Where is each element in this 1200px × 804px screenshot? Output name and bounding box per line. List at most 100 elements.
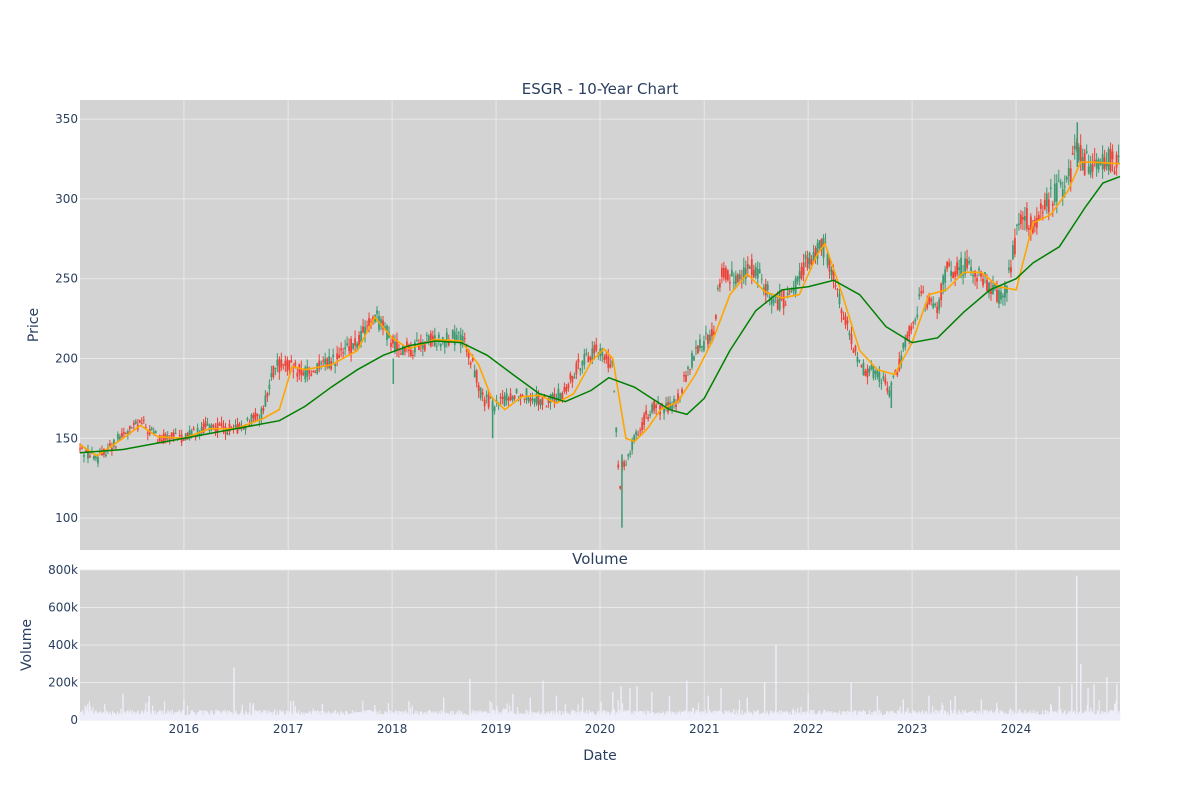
volume-bar: [79, 711, 81, 720]
volume-bar: [548, 713, 550, 720]
volume-bar: [936, 710, 938, 720]
candle-down: [1091, 163, 1094, 172]
volume-bar: [644, 714, 647, 720]
volume-bar: [460, 711, 462, 720]
volume-bar: [220, 712, 222, 720]
volume-bar: [388, 710, 390, 720]
candle-up: [1006, 286, 1008, 294]
volume-bar: [310, 713, 312, 720]
candle-up: [734, 275, 737, 284]
candle-down: [168, 438, 171, 440]
candle-down: [220, 422, 223, 427]
volume-bar: [733, 714, 736, 720]
volume-bar: [736, 713, 738, 720]
volume-bar: [757, 710, 759, 720]
volume-bar: [230, 712, 232, 720]
volume-bar: [275, 714, 278, 720]
candle-down: [780, 298, 783, 300]
volume-bar: [683, 711, 685, 720]
volume-bar: [658, 712, 660, 720]
volume-bar: [319, 711, 321, 720]
volume-bar: [759, 713, 761, 720]
volume-bar: [848, 711, 850, 720]
candle-up: [960, 257, 962, 277]
volume-bar: [790, 714, 792, 720]
candle-down: [948, 262, 951, 266]
volume-bar: [425, 715, 427, 720]
volume-bar: [1098, 700, 1100, 720]
volume-bar: [1011, 710, 1013, 720]
candle-up: [346, 343, 349, 346]
volume-bar: [288, 711, 290, 720]
candle-down: [109, 443, 111, 446]
volume-bar: [286, 710, 288, 720]
volume-bar: [336, 713, 338, 720]
candle-down: [828, 257, 831, 272]
volume-bar: [779, 710, 781, 720]
volume-bar: [325, 715, 327, 720]
volume-bar: [1102, 713, 1105, 720]
volume-bar: [161, 711, 163, 720]
candle-down: [926, 304, 929, 308]
volume-bar: [299, 714, 302, 720]
volume-bar: [447, 713, 449, 720]
candle-down: [910, 326, 913, 331]
candle-up: [732, 282, 735, 284]
volume-bar: [758, 714, 760, 720]
candle-down: [547, 398, 550, 403]
candle-down: [718, 283, 721, 288]
volume-bar: [484, 712, 486, 720]
volume-bar: [946, 714, 948, 720]
candle-down: [922, 291, 925, 293]
volume-bar: [637, 713, 639, 720]
volume-bar: [688, 714, 690, 720]
volume-bar: [86, 710, 88, 720]
candle-down: [1115, 154, 1118, 168]
candle-up: [970, 267, 972, 272]
volume-bar: [594, 715, 596, 720]
volume-bar: [101, 713, 103, 720]
volume-bar: [892, 711, 894, 720]
volume-bar: [821, 713, 824, 720]
volume-bar: [458, 709, 460, 720]
candle-down: [429, 333, 432, 347]
volume-bar: [837, 715, 839, 720]
volume-bar: [416, 713, 418, 720]
volume-bar: [365, 710, 367, 720]
volume-bar: [865, 714, 867, 720]
volume-bar: [355, 713, 357, 720]
candle-up: [868, 368, 871, 373]
volume-bar: [1118, 710, 1120, 720]
candle-up: [1089, 164, 1092, 175]
candle-up: [816, 242, 819, 259]
candle-down: [501, 396, 504, 400]
candle-up: [260, 408, 263, 421]
volume-bar: [1092, 713, 1094, 720]
candle-up: [798, 271, 801, 280]
volume-bar: [849, 711, 851, 720]
candle-down: [382, 320, 384, 330]
volume-spike-bar: [1116, 684, 1118, 720]
volume-bar: [885, 711, 888, 720]
volume-bar: [217, 711, 220, 720]
volume-bar: [450, 710, 452, 720]
volume-bar: [340, 710, 343, 720]
candle-up: [1105, 162, 1108, 167]
volume-bar: [429, 710, 431, 720]
volume-bar: [524, 713, 526, 720]
candle-down: [222, 426, 225, 429]
volume-bar: [446, 713, 448, 720]
candle-down: [980, 270, 982, 277]
candle-up: [1016, 224, 1018, 226]
volume-bar: [157, 711, 160, 720]
volume-bar: [363, 711, 366, 720]
volume-bar: [426, 711, 428, 720]
volume-bar: [910, 714, 912, 720]
candle-up: [758, 269, 761, 274]
candle-down: [707, 334, 709, 345]
volume-bar: [482, 711, 484, 720]
volume-bar: [140, 711, 143, 720]
volume-bar: [417, 714, 419, 720]
volume-bar: [169, 711, 172, 720]
candle-down: [1043, 199, 1046, 210]
